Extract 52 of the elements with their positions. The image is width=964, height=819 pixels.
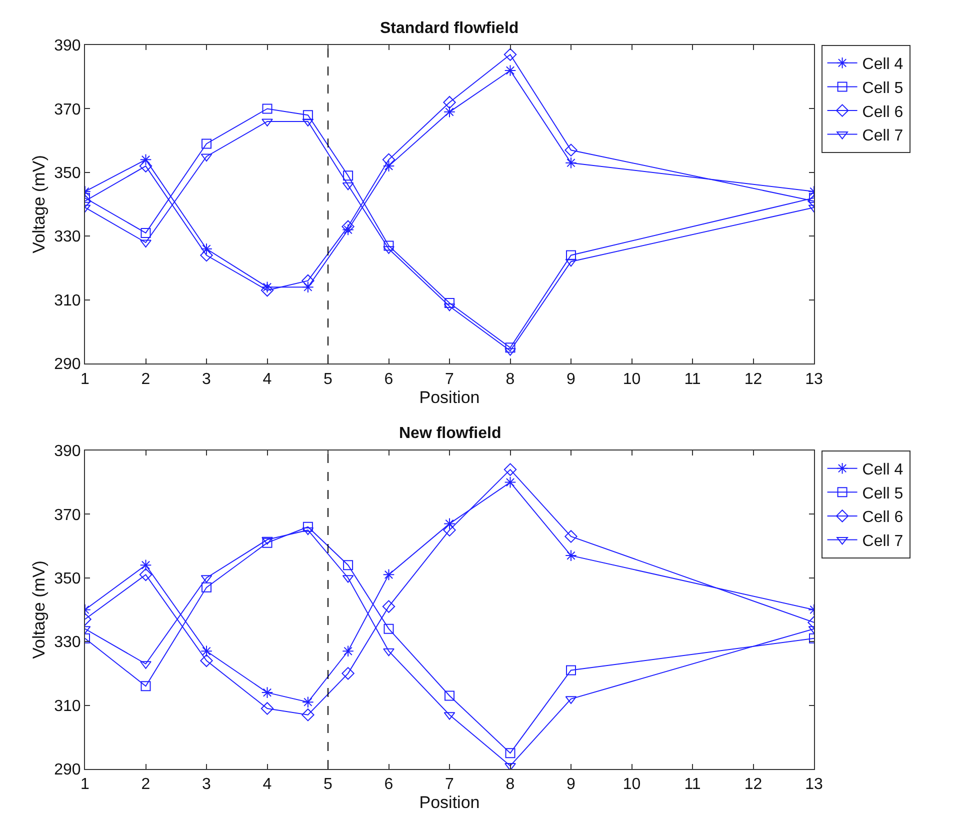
x-tick-label: 12 bbox=[744, 776, 762, 794]
x-tick-label: 9 bbox=[566, 776, 576, 794]
y-axis-title: Voltage (mV) bbox=[30, 560, 49, 659]
x-tick-label: 3 bbox=[202, 776, 212, 794]
x-tick-label: 2 bbox=[141, 776, 150, 794]
x-tick-label: 6 bbox=[384, 776, 394, 794]
x-tick-label: 5 bbox=[324, 370, 333, 388]
x-tick-label: 4 bbox=[262, 370, 272, 388]
x-tick-label: 9 bbox=[566, 370, 576, 388]
y-tick-label: 290 bbox=[54, 356, 81, 374]
x-tick-label: 1 bbox=[80, 776, 90, 794]
x-tick-label: 6 bbox=[384, 370, 394, 388]
y-tick-label: 290 bbox=[54, 762, 81, 779]
x-tick-label: 13 bbox=[805, 776, 823, 794]
x-tick-label: 2 bbox=[141, 370, 150, 388]
chart-title: New flowfield bbox=[399, 425, 502, 442]
x-tick-label: 11 bbox=[684, 776, 701, 794]
y-tick-label: 310 bbox=[54, 292, 81, 310]
y-tick-label: 330 bbox=[54, 228, 81, 246]
x-tick-label: 1 bbox=[80, 370, 90, 388]
x-tick-label: 4 bbox=[262, 776, 272, 794]
x-tick-label: 8 bbox=[506, 776, 515, 794]
x-tick-label: 10 bbox=[622, 776, 641, 794]
y-tick-label: 330 bbox=[54, 634, 81, 652]
x-tick-label: 5 bbox=[324, 776, 333, 794]
legend-label: Cell 5 bbox=[862, 485, 904, 502]
y-tick-label: 350 bbox=[54, 570, 81, 588]
legend-label: Cell 4 bbox=[862, 56, 904, 74]
y-tick-label: 390 bbox=[54, 443, 81, 460]
y-tick-label: 350 bbox=[54, 165, 81, 182]
x-tick-label: 11 bbox=[684, 370, 701, 388]
y-tick-label: 370 bbox=[54, 506, 81, 524]
y-tick-label: 370 bbox=[54, 101, 81, 118]
x-tick-label: 12 bbox=[744, 370, 762, 388]
legend-label: Cell 7 bbox=[862, 532, 904, 550]
legend-label: Cell 4 bbox=[862, 462, 904, 479]
x-tick-label: 10 bbox=[622, 370, 641, 388]
x-tick-label: 3 bbox=[202, 370, 212, 388]
chart-title: Standard flowfield bbox=[380, 20, 519, 37]
x-tick-label: 7 bbox=[445, 776, 454, 794]
x-axis-title: Position bbox=[419, 388, 480, 407]
x-tick-label: 13 bbox=[805, 370, 823, 388]
y-tick-label: 310 bbox=[54, 698, 81, 715]
x-tick-label: 8 bbox=[506, 370, 515, 388]
legend-label: Cell 5 bbox=[862, 80, 904, 97]
legend-label: Cell 7 bbox=[862, 128, 904, 145]
x-axis-title: Position bbox=[419, 793, 480, 812]
x-tick-label: 7 bbox=[445, 370, 454, 388]
y-axis-title: Voltage (mV) bbox=[30, 155, 49, 254]
y-tick-label: 390 bbox=[54, 38, 81, 55]
legend-label: Cell 6 bbox=[862, 509, 904, 526]
legend-label: Cell 6 bbox=[862, 104, 904, 121]
